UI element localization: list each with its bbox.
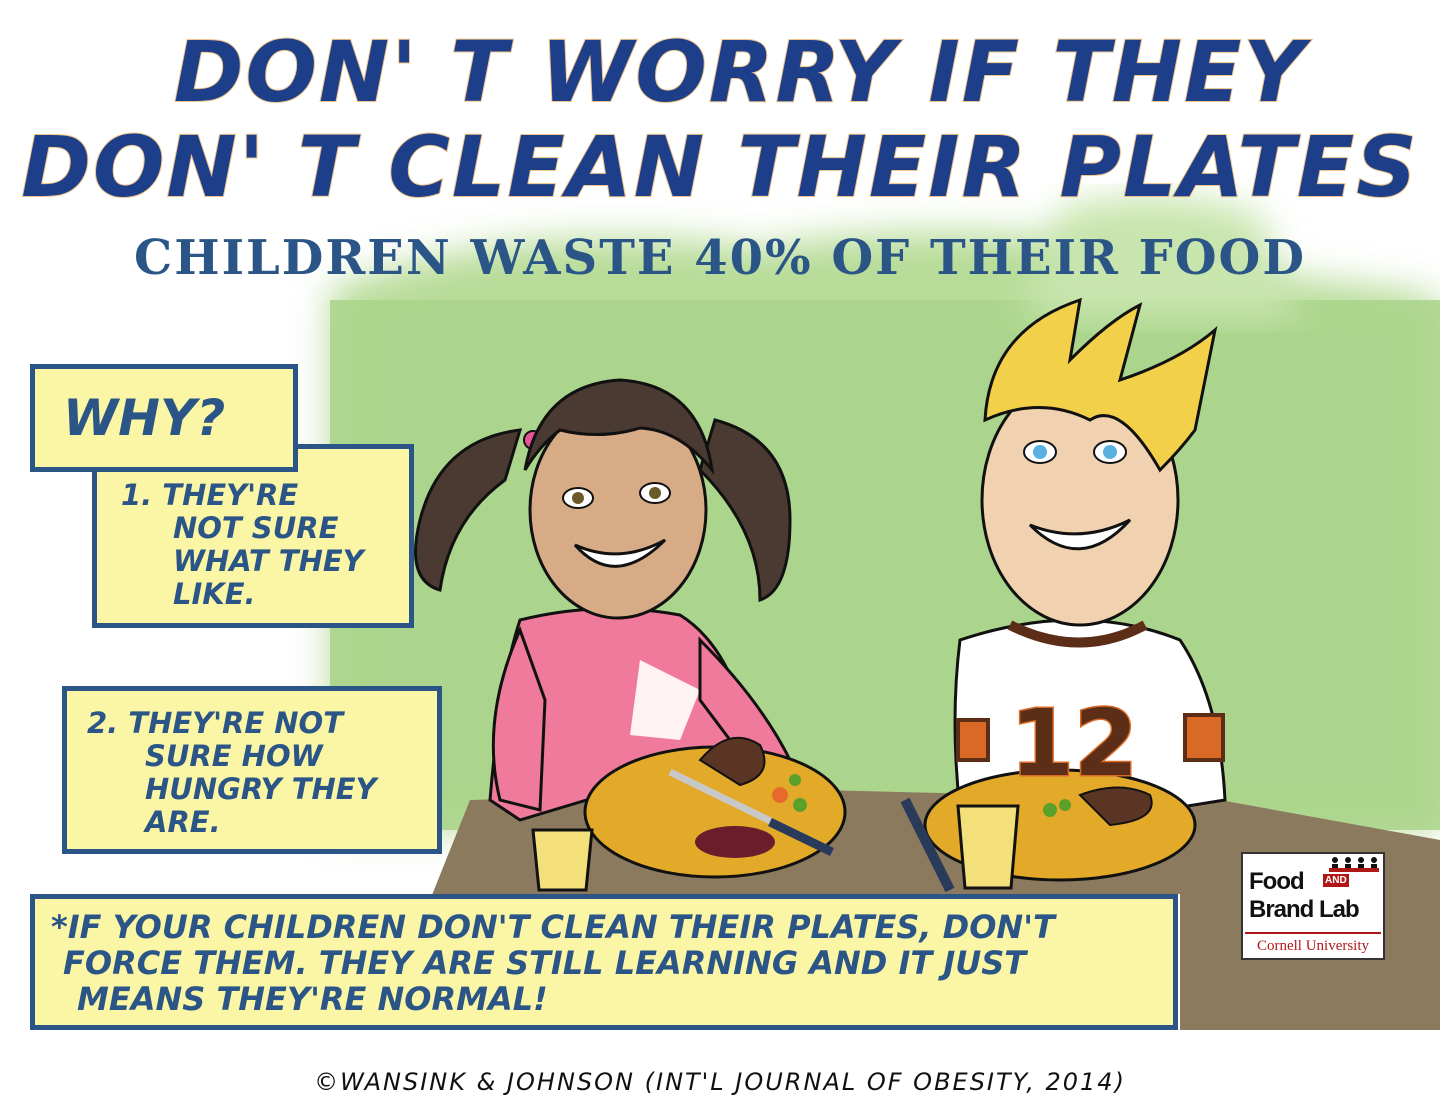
advice-line: MEANS THEY'RE NORMAL! [77, 980, 548, 1018]
reason-1-line: LIKE. [173, 577, 256, 611]
credit-line: ©WANSINK & JOHNSON (INT'L JOURNAL OF OBE… [314, 1068, 1126, 1096]
reason-1-line: NOT SURE [173, 511, 339, 545]
reason-1-box: 1. THEY'RE NOT SURE WHAT THEY LIKE. [92, 444, 414, 628]
page-title-line2: DON' T CLEAN THEIR PLATES [20, 118, 1419, 216]
reason-2-box: 2. THEY'RE NOT SURE HOW HUNGRY THEY ARE. [62, 686, 442, 854]
jersey-number: 12 [1008, 689, 1139, 799]
reason-1-line: WHAT THEY [173, 544, 364, 578]
people-icon [1329, 857, 1379, 872]
logo-line2: Brand Lab [1249, 896, 1360, 923]
boy-illustration [953, 297, 1227, 822]
reason-2-line: SURE HOW [145, 739, 323, 773]
advice-box: *IF YOUR CHILDREN DON'T CLEAN THEIR PLAT… [30, 894, 1178, 1030]
reason-2-line: ARE. [145, 805, 221, 839]
reason-2-line: HUNGRY THEY [145, 772, 377, 806]
reason-2-line: 2. THEY'RE NOT [87, 706, 343, 740]
logo-and: AND [1323, 874, 1349, 887]
girl-plate [583, 736, 847, 879]
subtitle: CHILDREN WASTE 40% OF THEIR FOOD [134, 230, 1306, 286]
food-brand-lab-logo: Food AND Brand Lab Cornell University [1241, 852, 1385, 960]
page-title-line1: DON' T WORRY IF THEY [173, 23, 1307, 121]
reason-1-line: 1. THEY'RE [121, 478, 299, 512]
logo-line3: Cornell University [1245, 932, 1381, 955]
why-label: WHY? [63, 389, 226, 447]
logo-line1: Food [1249, 868, 1305, 895]
why-box: WHY? [30, 364, 298, 472]
advice-line: *IF YOUR CHILDREN DON'T CLEAN THEIR PLAT… [51, 908, 1055, 946]
cups [531, 804, 1020, 892]
advice-line: FORCE THEM. THEY ARE STILL LEARNING AND … [63, 944, 1027, 982]
